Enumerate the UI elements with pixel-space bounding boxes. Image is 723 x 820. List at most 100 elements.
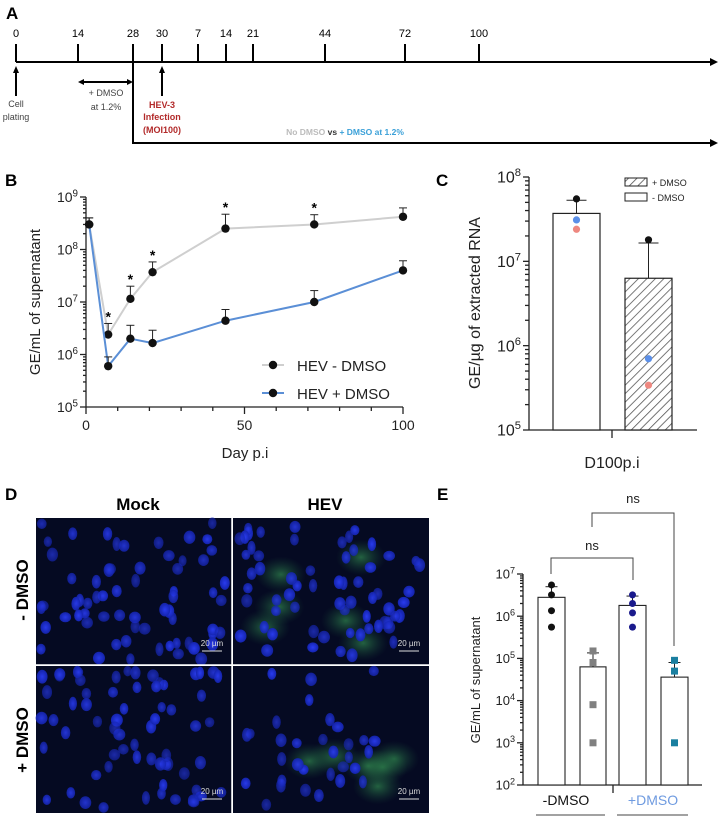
nucleus bbox=[159, 602, 171, 617]
nucleus bbox=[241, 594, 253, 608]
data-point bbox=[644, 355, 653, 363]
nucleus bbox=[390, 610, 401, 622]
legend-marker bbox=[268, 388, 278, 398]
nucleus bbox=[39, 741, 48, 754]
nucleus bbox=[36, 669, 48, 684]
data-point bbox=[103, 361, 113, 371]
nucleus bbox=[91, 770, 102, 781]
timeline-tick-label: 30 bbox=[156, 28, 168, 40]
nucleus bbox=[130, 666, 141, 680]
nucleus bbox=[253, 550, 265, 562]
nucleus bbox=[159, 778, 168, 792]
data-point bbox=[103, 330, 113, 339]
panel-letter-d: D bbox=[5, 485, 17, 504]
nucleus bbox=[68, 527, 78, 540]
nucleus bbox=[195, 666, 205, 680]
data-point bbox=[644, 236, 653, 244]
nucleus bbox=[68, 696, 77, 711]
micrograph-mock-minus-dmso: 20 µm bbox=[36, 517, 232, 666]
nucleus bbox=[108, 686, 118, 698]
nucleus bbox=[111, 584, 122, 598]
nucleus bbox=[172, 563, 184, 575]
nucleus bbox=[202, 534, 213, 545]
legend-swatch-hatched bbox=[624, 177, 648, 187]
nucleus bbox=[403, 585, 415, 598]
nucleus bbox=[344, 751, 353, 764]
nucleus bbox=[147, 669, 159, 682]
nucleus bbox=[123, 665, 132, 677]
column-label-mock: Mock bbox=[116, 495, 160, 514]
data-point bbox=[398, 266, 408, 275]
nucleus bbox=[290, 601, 300, 613]
nucleus bbox=[234, 629, 247, 643]
nucleus bbox=[42, 794, 52, 806]
nucleus bbox=[256, 526, 265, 538]
nucleus bbox=[157, 701, 166, 713]
y-tick-label: 106 bbox=[497, 336, 521, 355]
significance-star: * bbox=[128, 271, 134, 287]
nucleus bbox=[358, 775, 367, 789]
nucleus bbox=[79, 796, 92, 810]
y-tick-label: 108 bbox=[57, 241, 79, 258]
data-point bbox=[671, 656, 678, 664]
nucleus bbox=[234, 532, 246, 546]
cell-plating-label: Cell bbox=[8, 99, 24, 109]
timeline-tick-label: 7 bbox=[195, 28, 201, 40]
panel-letter-c: C bbox=[436, 171, 448, 190]
nucleus bbox=[134, 561, 146, 575]
data-point bbox=[644, 381, 653, 389]
nucleus bbox=[285, 572, 298, 585]
data-point bbox=[589, 739, 597, 747]
legend-swatch-white bbox=[624, 192, 648, 202]
span-arrow-left bbox=[78, 79, 84, 85]
nucleus bbox=[313, 789, 324, 803]
nucleus bbox=[130, 738, 139, 751]
nucleus bbox=[318, 630, 330, 644]
data-point bbox=[126, 294, 135, 304]
plus-dmso-label: + DMSO at 1.2% bbox=[339, 127, 404, 137]
nucleus bbox=[172, 637, 181, 649]
panel-b-line-chart: 105 106 107 108 109 0 50 100 Day p.i GE/mL of sup… bbox=[27, 188, 415, 462]
nucleus bbox=[43, 536, 53, 547]
nucleus bbox=[60, 726, 71, 740]
nucleus bbox=[66, 787, 76, 799]
nucleus bbox=[36, 643, 46, 655]
nucleus bbox=[355, 628, 366, 642]
nucleus bbox=[325, 713, 335, 727]
bar-plus-dmso bbox=[624, 277, 673, 431]
nucleus bbox=[318, 733, 328, 746]
nucleus bbox=[111, 670, 121, 684]
nucleus bbox=[168, 589, 179, 604]
comparison-arrowhead bbox=[710, 139, 718, 147]
nucleus bbox=[246, 567, 257, 580]
nucleus bbox=[383, 620, 396, 634]
nucleus bbox=[349, 544, 359, 557]
scale-bar-label: 20 µm bbox=[201, 787, 224, 796]
nucleus bbox=[219, 576, 230, 590]
nucleus bbox=[254, 561, 266, 576]
bar bbox=[618, 604, 647, 786]
nucleus bbox=[328, 745, 339, 759]
panel-letter-a: A bbox=[6, 4, 18, 23]
nucleus bbox=[208, 517, 217, 529]
nucleus bbox=[195, 652, 208, 666]
nucleus bbox=[337, 536, 347, 549]
panel-d-microscopy: Mock HEV - DMSO + DMSO 20 µm 20 µm 20 µm 20… bbox=[13, 495, 429, 813]
data-point bbox=[548, 581, 555, 589]
data-point bbox=[126, 334, 135, 343]
significance-star: * bbox=[223, 199, 229, 215]
nucleus bbox=[267, 628, 278, 641]
nucleus bbox=[337, 761, 349, 773]
nucleus bbox=[373, 619, 383, 633]
nucleus bbox=[350, 525, 360, 536]
nucleus bbox=[83, 597, 93, 610]
timeline-tick-label: 14 bbox=[220, 28, 232, 40]
nucleus bbox=[335, 645, 346, 658]
nucleus bbox=[345, 595, 357, 609]
nucleus bbox=[104, 760, 113, 773]
nucleus bbox=[54, 668, 65, 682]
nucleus bbox=[129, 611, 141, 624]
data-point bbox=[671, 667, 678, 675]
significance-star: * bbox=[312, 200, 318, 216]
nucleus bbox=[198, 554, 209, 566]
